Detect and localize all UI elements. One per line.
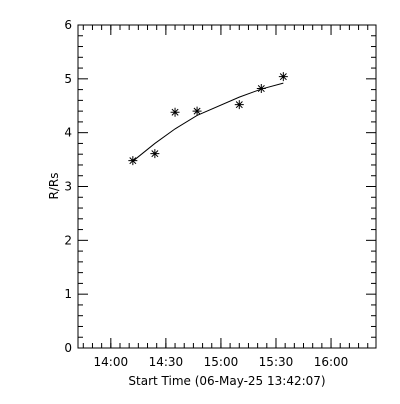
data-point (170, 107, 180, 117)
y-tick-label: 3 (64, 180, 72, 194)
y-axis-label: R/Rs (47, 173, 61, 200)
x-tick-label: 15:00 (204, 355, 239, 369)
x-tick-label: 14:30 (149, 355, 184, 369)
plot-frame (77, 24, 377, 349)
x-tick-label: 16:00 (314, 355, 349, 369)
data-point (192, 106, 202, 116)
y-tick-label: 0 (64, 341, 72, 355)
y-tick-label: 2 (64, 233, 72, 247)
x-tick-label: 14:00 (94, 355, 129, 369)
data-point (150, 149, 160, 159)
x-axis-label: Start Time (06-May-25 13:42:07) (128, 374, 325, 388)
data-point (234, 100, 244, 110)
data-point (256, 84, 266, 94)
y-tick-label: 5 (64, 72, 72, 86)
x-tick-label: 15:30 (259, 355, 294, 369)
y-tick-label: 4 (64, 126, 72, 140)
y-tick-label: 1 (64, 287, 72, 301)
fit-line (132, 82, 284, 162)
y-tick-label: 6 (64, 18, 72, 32)
data-point (278, 72, 288, 82)
